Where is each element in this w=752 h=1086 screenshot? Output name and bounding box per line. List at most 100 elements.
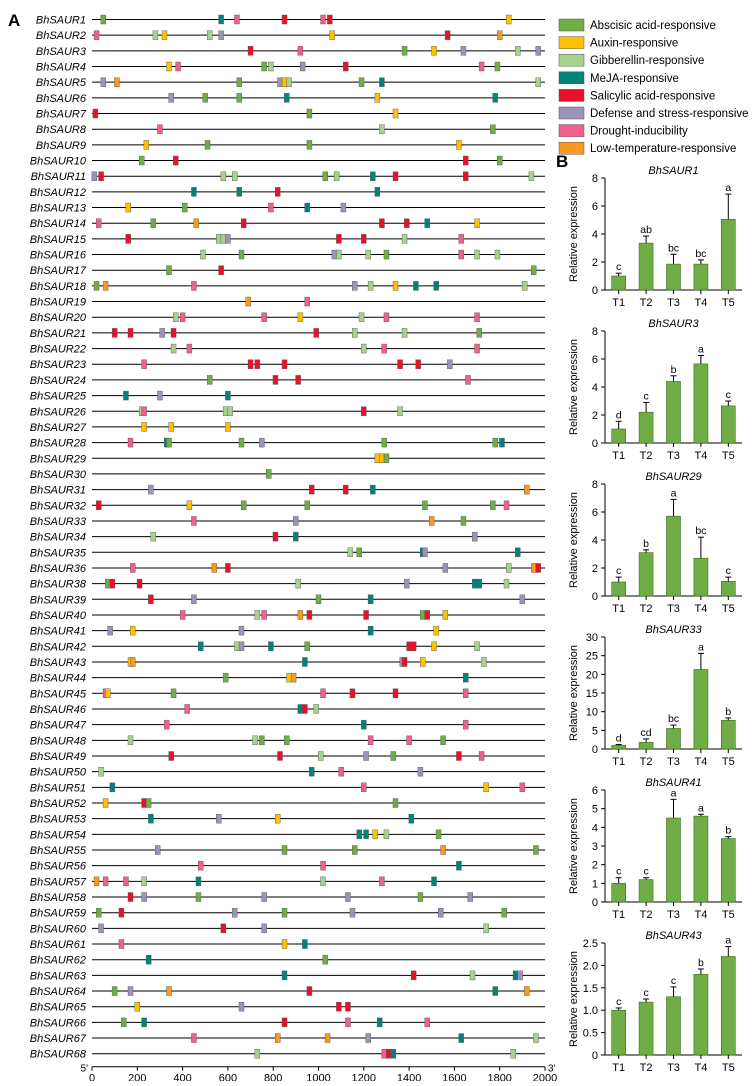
significance-letter: c (616, 866, 621, 878)
cis-element-salicylic (397, 359, 403, 369)
x-tick-label: 0 (89, 1073, 95, 1081)
cis-element-abscisic (422, 500, 428, 510)
gene-label: BhSAUR22 (30, 344, 86, 356)
cis-element-defense (519, 594, 526, 604)
y-tick-label: 0 (592, 591, 598, 603)
gene-label: BhSAUR10 (30, 156, 87, 168)
cis-element-drought (463, 688, 469, 699)
cis-element-meja (367, 594, 374, 604)
cis-element-meja (109, 782, 116, 793)
y-axis-label: Relative expression (568, 492, 580, 588)
cis-element-drought (234, 14, 240, 25)
y-tick-label: 0 (592, 438, 598, 450)
significance-letter: a (671, 487, 677, 499)
significance-letter: a (671, 787, 677, 799)
gene-label: BhSAUR19 (30, 297, 86, 309)
bar-T3 (666, 263, 681, 291)
cis-element-meja (458, 1033, 464, 1043)
bar-T5 (720, 719, 736, 750)
gene-label: BhSAUR44 (30, 673, 86, 685)
gene-label: BhSAUR15 (30, 234, 87, 246)
gene-label: BhSAUR66 (30, 1017, 87, 1029)
gene-label: BhSAUR61 (30, 939, 86, 951)
cis-element-drought (478, 751, 485, 761)
gene-label: BhSAUR5 (36, 77, 87, 89)
cis-element-gibberellin (365, 249, 372, 260)
cis-element-salicylic (111, 328, 118, 338)
cis-element-abscisic (150, 218, 156, 228)
cis-element-lowtemp (275, 1033, 281, 1043)
cis-element-gibberellin (252, 735, 258, 746)
x-tick-label: T3 (667, 297, 680, 309)
gene-label: BhSAUR28 (30, 438, 87, 450)
cis-element-auxin (483, 782, 489, 793)
cis-element-gibberellin (220, 171, 227, 181)
cis-element-meja (356, 829, 362, 840)
cis-element-auxin (442, 610, 449, 620)
cis-element-abscisic (381, 437, 387, 448)
y-tick-label: 8 (592, 326, 598, 338)
cis-element-abscisic (315, 594, 322, 604)
gene-label: BhSAUR31 (30, 485, 86, 497)
cis-element-defense (340, 202, 347, 213)
significance-letter: b (643, 538, 649, 550)
cis-element-abscisic (121, 1017, 127, 1028)
cis-element-gibberellin (367, 281, 374, 291)
cis-element-meja (293, 531, 299, 542)
gene-label: BhSAUR8 (36, 124, 87, 136)
panel-a-map: A BhSAUR1 BhSAUR2 BhSAUR3 BhSAUR4 BhSAUR5 BhS… (8, 11, 557, 1085)
cis-element-defense (352, 281, 358, 291)
cis-element-drought (458, 234, 464, 244)
cis-element-gibberellin (227, 406, 233, 416)
cis-element-drought (184, 704, 190, 714)
y-tick-label: 2 (592, 257, 598, 269)
x-tick-label: 1400 (397, 1073, 421, 1081)
cis-element-defense (442, 563, 449, 573)
cis-element-salicylic (401, 657, 408, 667)
gene-label: BhSAUR41 (30, 626, 86, 638)
y-tick-label: 4 (592, 535, 598, 547)
cis-element-salicylic (220, 923, 227, 934)
legend-label: Auxin-responsive (590, 38, 678, 50)
cis-element-salicylic (535, 563, 541, 573)
cis-element-meja (374, 187, 381, 197)
cis-element-gibberellin (506, 563, 512, 573)
cis-element-salicylic (272, 531, 279, 542)
chart-title: BhSAUR1 (648, 165, 698, 177)
cis-element-abscisic (390, 751, 396, 761)
bar-chart-BhSAUR43: BhSAUR43 Relative expression 0 0.5 1.0 1.5 2.0… (568, 930, 742, 1074)
cis-element-lowtemp (440, 845, 446, 855)
bar-chart-BhSAUR41: BhSAUR41 Relative expression 0 1 2 3 4 5 6 T1 c T2 c… (568, 777, 742, 921)
x-tick-label: T3 (667, 1062, 680, 1074)
significance-letter: a (698, 641, 704, 653)
significance-letter: cd (641, 727, 652, 739)
cis-element-defense (154, 845, 161, 855)
cis-element-abscisic (392, 798, 399, 808)
bar-T3 (666, 728, 681, 750)
cis-element-lowtemp (497, 30, 503, 40)
x-tick-label: T5 (722, 450, 735, 462)
cis-element-lowtemp (130, 657, 136, 667)
cis-element-salicylic (361, 406, 367, 416)
cis-element-salicylic (456, 751, 462, 761)
cis-element-meja (191, 187, 197, 197)
cis-element-gibberellin (533, 1033, 539, 1043)
cis-element-drought (261, 610, 267, 620)
y-tick-label: 10 (586, 707, 598, 719)
cis-element-auxin (225, 422, 231, 432)
gene-label: BhSAUR4 (36, 62, 86, 74)
significance-letter: c (643, 866, 648, 878)
cis-element-defense (460, 46, 467, 56)
cis-element-salicylic (247, 46, 254, 56)
cis-element-salicylic (241, 218, 247, 228)
x-tick-label: 1000 (306, 1073, 330, 1081)
gene-label: BhSAUR35 (30, 547, 87, 559)
y-tick-label: 6 (592, 785, 598, 797)
cis-element-drought (102, 876, 109, 887)
cis-element-meja (363, 829, 369, 840)
cis-element-salicylic (463, 171, 469, 181)
cis-element-salicylic (349, 688, 356, 699)
bar-T1 (611, 883, 627, 903)
gene-label: BhSAUR32 (30, 500, 86, 512)
gene-label: BhSAUR45 (30, 688, 87, 700)
